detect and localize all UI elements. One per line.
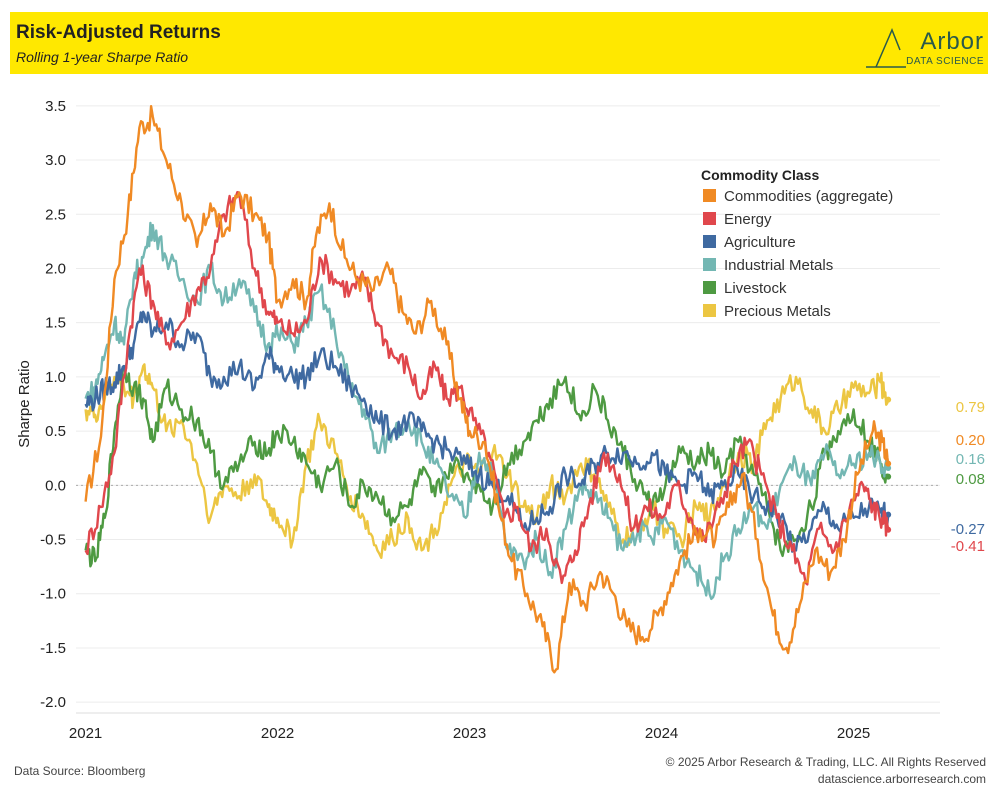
legend-swatch [703, 258, 716, 271]
y-tick-label: -0.5 [40, 532, 66, 549]
y-axis: 3.5 3.0 2.5 2.0 1.5 1.0 0.5 0.0 -0.5 -1.0 -1.5 -2.0 [40, 98, 66, 711]
footer-credits: © 2025 Arbor Research & Trading, LLC. Al… [666, 754, 986, 788]
y-tick-label: 1.0 [45, 369, 66, 386]
logo-text: Arbor [920, 28, 984, 55]
y-tick-label: 0.0 [45, 477, 66, 494]
y-axis-label: Sharpe Ratio [16, 360, 33, 448]
x-tick-label: 2025 [837, 725, 870, 742]
data-source: Data Source: Bloomberg [14, 764, 146, 778]
legend-title: Commodity Class [701, 167, 819, 183]
arbor-logo: Arbor DATA SCIENCE [866, 20, 984, 70]
y-tick-label: 0.5 [45, 423, 66, 440]
series-lines [84, 105, 892, 674]
series-end-label: 0.20 [956, 432, 985, 449]
page-subtitle: Rolling 1-year Sharpe Ratio [16, 49, 188, 65]
series-end-label: 0.79 [956, 399, 985, 416]
legend-item-label: Industrial Metals [724, 257, 833, 274]
legend-item-label: Precious Metals [724, 303, 831, 320]
page-title: Risk-Adjusted Returns [16, 22, 221, 43]
x-tick-label: 2024 [645, 725, 678, 742]
y-tick-label: -2.0 [40, 694, 66, 711]
y-tick-label: 1.5 [45, 315, 66, 332]
series-line [84, 191, 890, 586]
legend-swatch [703, 281, 716, 294]
series-end-point [885, 511, 892, 518]
series-end-label: -0.41 [951, 538, 985, 555]
series-line [84, 105, 890, 674]
end-labels: 0.20 -0.41-0.27 0.16 0.08 0.79 [951, 399, 985, 555]
y-tick-label: -1.0 [40, 586, 66, 603]
x-tick-label: 2023 [453, 725, 486, 742]
x-tick-label: 2021 [69, 725, 102, 742]
legend-item-label: Agriculture [724, 234, 796, 251]
series-end-label: -0.27 [951, 521, 985, 538]
legend-item-label: Commodities (aggregate) [724, 188, 893, 205]
y-tick-label: 2.5 [45, 206, 66, 223]
legend-item-label: Livestock [724, 280, 787, 297]
y-tick-label: 3.5 [45, 98, 66, 115]
series-end-point [885, 526, 892, 533]
legend-swatch [703, 304, 716, 317]
series-line [84, 221, 890, 601]
legend-swatch [703, 235, 716, 248]
legend-swatch [703, 189, 716, 202]
series-line [84, 310, 890, 553]
x-tick-label: 2022 [261, 725, 294, 742]
y-tick-label: 2.0 [45, 260, 66, 277]
legend-swatch [703, 212, 716, 225]
series-end-label: 0.08 [956, 471, 985, 488]
website-url: datascience.arborresearch.com [817, 772, 986, 786]
y-tick-label: 3.0 [45, 152, 66, 169]
copyright-text: © 2025 Arbor Research & Trading, LLC. Al… [665, 755, 986, 769]
legend: Commodity Class Commodities (aggregate) E… [701, 167, 893, 320]
series-end-point [885, 460, 892, 467]
y-tick-label: -1.5 [40, 640, 66, 657]
x-axis: 2021 2022 2023 2024 2025 [69, 725, 870, 742]
logo-subtext: DATA SCIENCE [906, 56, 984, 67]
series-end-label: 0.16 [956, 451, 985, 468]
legend-item-label: Energy [724, 211, 772, 228]
title-banner: Risk-Adjusted Returns Rolling 1-year Sha… [10, 12, 988, 74]
logo-mark-icon [866, 28, 906, 68]
series-end-point [885, 396, 892, 403]
series-end-point [885, 473, 892, 480]
series-end-point [885, 464, 892, 471]
